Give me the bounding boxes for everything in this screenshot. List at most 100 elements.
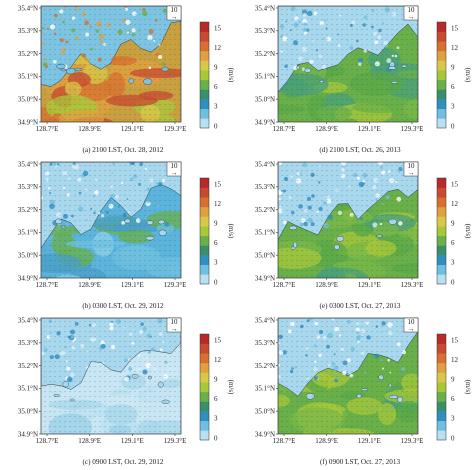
wind-vector bbox=[330, 170, 334, 172]
wind-vector bbox=[113, 341, 117, 343]
wind-vector bbox=[93, 270, 97, 272]
colorbar-tick-label: 12 bbox=[451, 200, 459, 208]
terrain-speck bbox=[150, 347, 155, 352]
wind-vector bbox=[410, 340, 414, 343]
wind-vector bbox=[98, 366, 102, 368]
y-tick-label: 35.4°N bbox=[255, 4, 275, 12]
wind-vector bbox=[280, 74, 284, 76]
colorbar-segment bbox=[200, 187, 209, 198]
wind-vector bbox=[365, 376, 369, 378]
wind-vector bbox=[335, 89, 339, 91]
wind-vector bbox=[395, 341, 399, 343]
wind-vector bbox=[68, 104, 72, 106]
wind-vector bbox=[305, 43, 309, 46]
wind-vector bbox=[163, 270, 167, 272]
wind-vector bbox=[315, 331, 319, 333]
wind-vector bbox=[48, 361, 52, 363]
wind-vector bbox=[143, 109, 147, 111]
wind-vector bbox=[370, 401, 374, 403]
wind-vector bbox=[58, 189, 62, 192]
terrain-speck bbox=[279, 24, 285, 29]
wind-vector bbox=[53, 28, 57, 31]
wind-vector bbox=[68, 94, 72, 96]
wind-vector bbox=[375, 330, 379, 333]
x-tick-label: 128.7°E bbox=[273, 281, 296, 289]
wind-vector bbox=[163, 185, 167, 187]
wind-vector bbox=[158, 113, 162, 116]
wind-vector bbox=[133, 83, 137, 86]
terrain-speck bbox=[138, 30, 141, 32]
wind-vector bbox=[340, 170, 344, 172]
wind-vector bbox=[93, 406, 97, 408]
wind-vector bbox=[410, 411, 414, 413]
wind-vector bbox=[385, 365, 389, 368]
wind-vector bbox=[345, 265, 349, 267]
wind-vector bbox=[370, 44, 374, 46]
wind-vector bbox=[305, 205, 309, 207]
wind-vector bbox=[300, 331, 304, 333]
wind-vector bbox=[355, 381, 359, 383]
island bbox=[397, 396, 403, 403]
wind-vector bbox=[290, 220, 294, 222]
wind-vector bbox=[108, 385, 112, 388]
wind-vector bbox=[163, 33, 167, 36]
terrain-speck bbox=[396, 46, 400, 50]
wind-vector bbox=[315, 34, 319, 36]
terrain-speck bbox=[355, 327, 360, 332]
wind-vector bbox=[83, 43, 87, 46]
wind-vector bbox=[315, 340, 319, 343]
wind-vector bbox=[88, 118, 92, 121]
wind-vector bbox=[113, 225, 117, 227]
wind-vector bbox=[138, 335, 142, 338]
wind-vector bbox=[143, 84, 147, 86]
wind-vector bbox=[290, 224, 294, 227]
wind-vector bbox=[385, 254, 389, 257]
wind-vector bbox=[395, 405, 399, 408]
wind-vector bbox=[163, 49, 167, 51]
wind-vector bbox=[405, 89, 409, 91]
terrain-speck bbox=[280, 50, 283, 53]
colorbar-tick-label: 0 bbox=[451, 434, 455, 442]
wind-vector bbox=[350, 164, 354, 167]
wind-vector bbox=[395, 336, 399, 338]
wind-vector bbox=[315, 58, 319, 61]
wind-vector bbox=[53, 43, 57, 46]
terrain-speck bbox=[63, 352, 66, 355]
terrain-speck bbox=[340, 173, 346, 179]
wind-vector bbox=[290, 199, 294, 202]
wind-vector bbox=[43, 69, 47, 71]
wind-vector bbox=[390, 381, 394, 383]
wind-vector bbox=[415, 425, 418, 428]
wind-vector bbox=[400, 255, 404, 257]
wind-vector bbox=[133, 69, 137, 71]
wind-vector bbox=[300, 235, 304, 237]
y-tick-label: 35.0°N bbox=[18, 96, 38, 104]
wind-vector bbox=[305, 336, 309, 338]
wind-vector bbox=[178, 269, 181, 272]
wind-vector bbox=[290, 14, 294, 16]
wind-vector bbox=[290, 69, 294, 71]
wind-vector bbox=[73, 170, 77, 172]
wind-vector bbox=[168, 361, 172, 363]
wind-vector bbox=[63, 260, 67, 262]
wind-vector bbox=[365, 275, 369, 277]
terrain-speck bbox=[290, 6, 296, 12]
wind-vector bbox=[133, 64, 137, 66]
wind-vector bbox=[158, 425, 162, 428]
colorbar-segment bbox=[437, 334, 446, 344]
wind-vector bbox=[58, 346, 62, 348]
wind-vector bbox=[103, 179, 107, 182]
y-tick-label: 35.2°N bbox=[255, 50, 275, 58]
wind-vector bbox=[88, 13, 92, 16]
wind-vector bbox=[365, 219, 369, 222]
wind-vector bbox=[340, 275, 344, 277]
wind-vector bbox=[118, 104, 122, 106]
terrain-speck bbox=[122, 62, 126, 67]
wind-vector bbox=[405, 239, 409, 242]
wind-vector bbox=[53, 170, 57, 172]
wind-vector bbox=[380, 269, 384, 272]
wind-vector bbox=[138, 205, 142, 207]
wind-vector bbox=[395, 366, 399, 368]
wind-vector bbox=[375, 351, 379, 353]
wind-vector bbox=[63, 84, 67, 86]
